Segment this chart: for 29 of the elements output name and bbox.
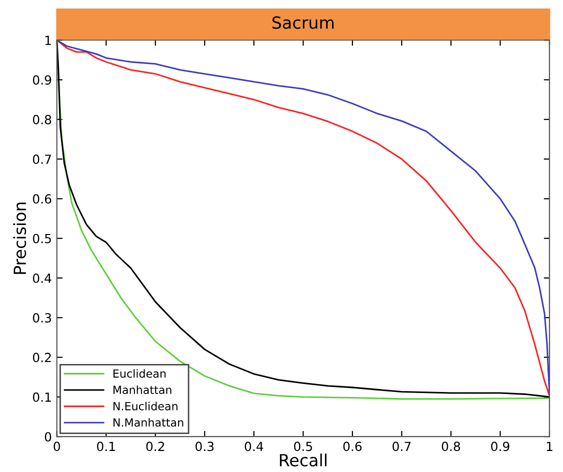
legend-label: Manhattan (114, 385, 172, 394)
x-tick-label: 1 (546, 442, 552, 451)
y-tick-label: 0.5 (32, 234, 51, 244)
legend-label: N.Manhattan (114, 418, 184, 427)
x-tick-label: 0.3 (196, 442, 214, 452)
y-tick-label: 0.3 (32, 313, 51, 323)
y-tick-label: 0 (44, 432, 52, 442)
x-axis-title: Recall (280, 454, 326, 466)
y-tick-label: 0.6 (32, 194, 52, 204)
chart-title: Sacrum (272, 16, 334, 29)
y-tick-label: 0.4 (32, 273, 52, 283)
y-axis-title: Precision (13, 202, 26, 274)
x-tick-label: 0.4 (244, 442, 264, 452)
x-tick-label: 0.9 (491, 442, 510, 452)
y-tick-label: 0.2 (32, 352, 51, 362)
x-tick-label: 0.8 (442, 442, 460, 452)
y-tick-label: 0.7 (32, 154, 51, 164)
legend-label: N.Euclidean (114, 402, 178, 410)
x-tick-label: 0.7 (392, 442, 411, 452)
y-tick-label: 0.1 (32, 392, 51, 402)
y-tick-label: 0.8 (32, 114, 52, 124)
y-tick-label: 0.9 (32, 75, 52, 85)
x-tick-label: 0.1 (97, 442, 115, 452)
x-tick-label: 0 (54, 442, 60, 452)
x-tick-label: 0.2 (146, 442, 164, 452)
x-tick-label: 0.6 (343, 442, 362, 452)
y-tick-label: 1 (45, 36, 51, 45)
legend-label: Euclidean (114, 369, 166, 378)
x-tick-label: 0.5 (294, 442, 312, 452)
